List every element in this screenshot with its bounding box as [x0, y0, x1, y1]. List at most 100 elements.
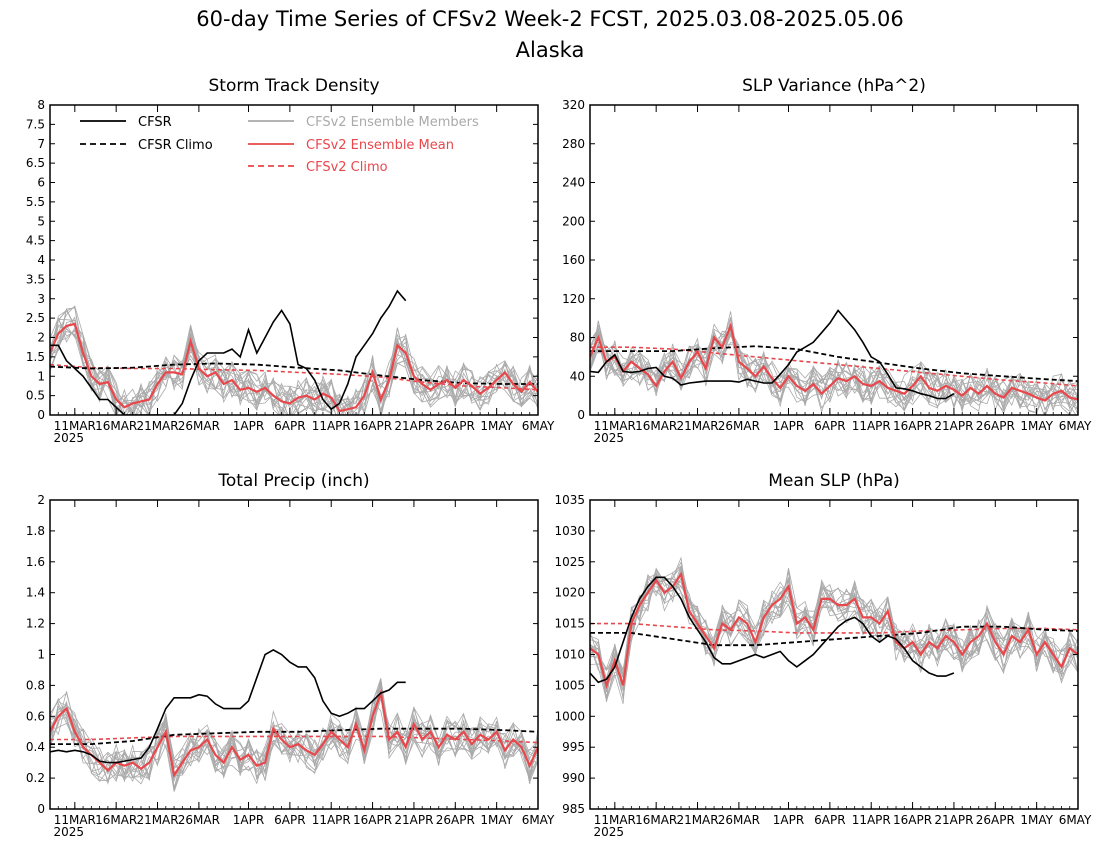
series-cfsv2-climo [590, 622, 1078, 634]
y-tick-label: 7.5 [26, 117, 45, 131]
y-tick-label: 1035 [554, 493, 585, 507]
y-tick-label: 1 [37, 648, 45, 662]
y-tick-label: 7 [37, 137, 45, 151]
ensemble-member-line [50, 305, 538, 415]
y-tick-label: 6.5 [26, 156, 45, 170]
x-tick-label: 16MAR [635, 419, 677, 433]
x-tick-label: 6MAY [1059, 813, 1092, 827]
x-tick-label: 6APR [274, 419, 305, 433]
y-tick-label: 1000 [554, 709, 585, 723]
panel-0: Storm Track Density 0 0.5 1 1.5 2 2.5 3 3.5 4 4.5 5… [26, 76, 555, 445]
legend-label: CFSv2 Ensemble Members [306, 115, 479, 130]
series-cfsv2-ensemble-mean [50, 688, 538, 778]
y-tick-label: 0.2 [26, 771, 45, 785]
y-tick-label: 200 [562, 214, 585, 228]
y-tick-label: 1.4 [26, 586, 45, 600]
x-tick-label: 6APR [814, 813, 845, 827]
y-tick-label: 8 [37, 98, 45, 112]
y-tick-label: 1010 [554, 648, 585, 662]
x-tick-label: 11MAR [54, 419, 96, 433]
y-tick-label: 5.5 [26, 195, 45, 209]
series-cfsr-climo [590, 625, 1078, 647]
ensemble-member-line [50, 685, 538, 785]
x-tick-label: 1APR [233, 813, 264, 827]
y-tick-label: 1015 [554, 617, 585, 631]
x-tick-label: 11APR [852, 419, 891, 433]
x-tick-label: 6MAY [522, 419, 555, 433]
x-tick-label: 11MAR [594, 813, 636, 827]
ensemble-member-line [590, 329, 1078, 411]
panel-1: SLP Variance (hPa^2) 0 40 80 120 160 200 240 280… [562, 76, 1092, 445]
series-cfsv2-ensemble-mean [590, 571, 1078, 690]
x-tick-label: 1MAY [1020, 419, 1053, 433]
x-tick-label: 26APR [976, 419, 1015, 433]
x-tick-label: 11MAR [594, 419, 636, 433]
legend-label: CFSR Climo [138, 138, 213, 153]
y-tick-label: 3.5 [26, 272, 45, 286]
series-cfsv2-ensemble-mean [50, 322, 538, 413]
plot-area [50, 648, 538, 792]
panel-title: Storm Track Density [208, 76, 379, 96]
x-tick-label: 26APR [436, 419, 475, 433]
series-cfsr [50, 648, 406, 764]
x-tick-label: 16MAR [95, 419, 137, 433]
series-cfsv2-ensemble-mean [590, 322, 1078, 402]
y-tick-label: 80 [570, 331, 585, 345]
x-tick-label: 1MAY [480, 813, 513, 827]
legend-item-cfsv2-climo: CFSv2 Climo [248, 160, 388, 175]
x-tick-label: 11APR [312, 813, 351, 827]
y-tick-label: 40 [570, 369, 585, 383]
x-tick-label: 6MAY [522, 813, 555, 827]
y-tick-label: 0 [37, 802, 45, 816]
figure-title: 60-day Time Series of CFSv2 Week-2 FCST,… [196, 7, 903, 31]
y-tick-label: 1 [37, 369, 45, 383]
y-tick-label: 280 [562, 137, 585, 151]
y-tick-label: 3 [37, 292, 45, 306]
x-tick-label: 26MAR [178, 419, 220, 433]
x-tick-label: 1APR [233, 419, 264, 433]
x-tick-label: 26MAR [178, 813, 220, 827]
x-tick-label: 21APR [934, 813, 973, 827]
series-cfsr-climo [50, 727, 538, 745]
ensemble-member-line [50, 324, 538, 415]
x-tick-label: 16MAR [635, 813, 677, 827]
ensemble-member-line [50, 690, 538, 775]
x-tick-label: 26MAR [718, 419, 760, 433]
x-tick-label: 21APR [394, 813, 433, 827]
y-tick-label: 1030 [554, 524, 585, 538]
ensemble-member-line [50, 326, 538, 415]
y-tick-label: 1.5 [26, 350, 45, 364]
x-tick-label: 11MAR [54, 813, 96, 827]
y-tick-label: 990 [562, 771, 585, 785]
x-tick-label: 6APR [814, 419, 845, 433]
figure-subtitle: Alaska [516, 38, 585, 62]
x-tick-label: 1APR [773, 813, 804, 827]
y-tick-label: 320 [562, 98, 585, 112]
x-year-label: 2025 [54, 431, 85, 445]
x-tick-label: 26APR [436, 813, 475, 827]
x-tick-label: 16MAR [95, 813, 137, 827]
x-tick-label: 26MAR [718, 813, 760, 827]
x-year-label: 2025 [54, 825, 85, 839]
x-tick-label: 11APR [852, 813, 891, 827]
legend-label: CFSv2 Ensemble Mean [306, 138, 454, 153]
x-tick-label: 16APR [353, 419, 392, 433]
y-tick-label: 5 [37, 214, 45, 228]
panel-3: Mean SLP (hPa) 985 990 995 1000 1005 1010 1015 1… [554, 471, 1092, 839]
ensemble-member-line [50, 319, 538, 415]
y-tick-label: 240 [562, 176, 585, 190]
ensemble-member-line [50, 679, 538, 782]
y-tick-label: 0 [37, 408, 45, 422]
y-tick-label: 0.5 [26, 389, 45, 403]
plot-frame [49, 499, 539, 810]
x-tick-label: 6APR [274, 813, 305, 827]
series-cfsv2-climo [50, 735, 538, 744]
ensemble-member-line [50, 307, 538, 415]
panel-title: Total Precip (inch) [217, 471, 369, 491]
y-tick-label: 4.5 [26, 234, 45, 248]
y-tick-label: 2 [37, 493, 45, 507]
legend-label: CFSR [138, 115, 172, 130]
legend-label: CFSv2 Climo [306, 160, 388, 175]
y-tick-label: 1.2 [26, 617, 45, 631]
